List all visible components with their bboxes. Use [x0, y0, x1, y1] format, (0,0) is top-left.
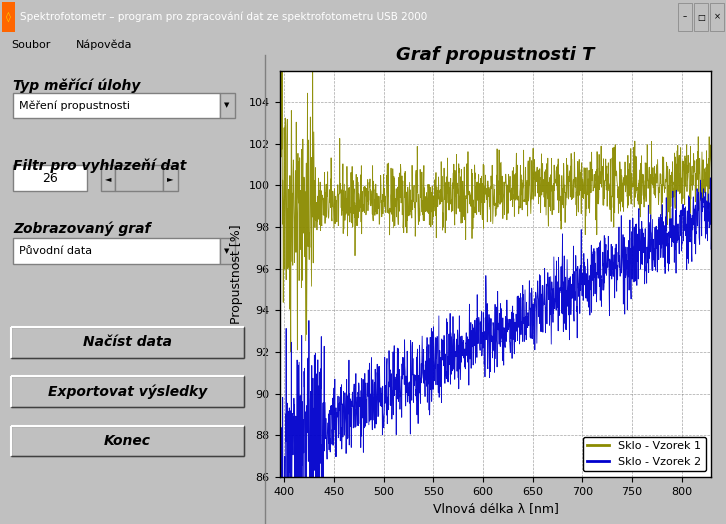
- Bar: [220, 93, 234, 118]
- Bar: [710, 3, 724, 30]
- Bar: [11, 425, 244, 456]
- Text: Nápověda: Nápověda: [76, 39, 133, 50]
- Bar: [678, 3, 692, 30]
- Bar: [13, 93, 220, 118]
- Text: ◊: ◊: [7, 12, 11, 22]
- Text: Načíst data: Načíst data: [83, 335, 171, 350]
- Text: Zobrazovaný graf: Zobrazovaný graf: [13, 222, 151, 236]
- Text: Spektrofotometr – program pro zpracování dat ze spektrofotometru USB 2000: Spektrofotometr – program pro zpracování…: [20, 11, 428, 21]
- Title: Graf propustnosti T: Graf propustnosti T: [396, 46, 595, 63]
- Y-axis label: Propustnost [%]: Propustnost [%]: [230, 224, 243, 324]
- Text: ×: ×: [714, 13, 720, 21]
- Text: 26: 26: [43, 172, 58, 184]
- Bar: [115, 165, 163, 191]
- Text: Typ měřící úlohy: Typ měřící úlohy: [13, 79, 141, 93]
- Bar: [163, 165, 178, 191]
- Text: ►: ►: [167, 173, 174, 183]
- Text: Soubor: Soubor: [11, 39, 50, 50]
- Text: Měření propustnosti: Měření propustnosti: [19, 100, 129, 111]
- Bar: [11, 327, 244, 357]
- Bar: [694, 3, 708, 30]
- Text: ▼: ▼: [224, 102, 230, 108]
- X-axis label: Vlnová délka λ [nm]: Vlnová délka λ [nm]: [433, 502, 558, 515]
- Text: ◄: ◄: [105, 173, 111, 183]
- Text: Původní data: Původní data: [19, 246, 91, 256]
- Text: Filtr pro vyhlazeňí dat: Filtr pro vyhlazeňí dat: [13, 158, 187, 173]
- Text: ▼: ▼: [224, 248, 230, 254]
- Bar: [220, 238, 234, 264]
- Text: –: –: [683, 13, 687, 21]
- Bar: [13, 238, 220, 264]
- Bar: [2, 2, 15, 32]
- Bar: [101, 165, 115, 191]
- Bar: [11, 376, 244, 407]
- Text: □: □: [697, 13, 705, 21]
- Bar: [13, 165, 87, 191]
- Legend: Sklo - Vzorek 1, Sklo - Vzorek 2: Sklo - Vzorek 1, Sklo - Vzorek 2: [583, 437, 706, 471]
- Text: Exportovat výsledky: Exportovat výsledky: [48, 384, 207, 399]
- Text: Konec: Konec: [104, 434, 151, 447]
